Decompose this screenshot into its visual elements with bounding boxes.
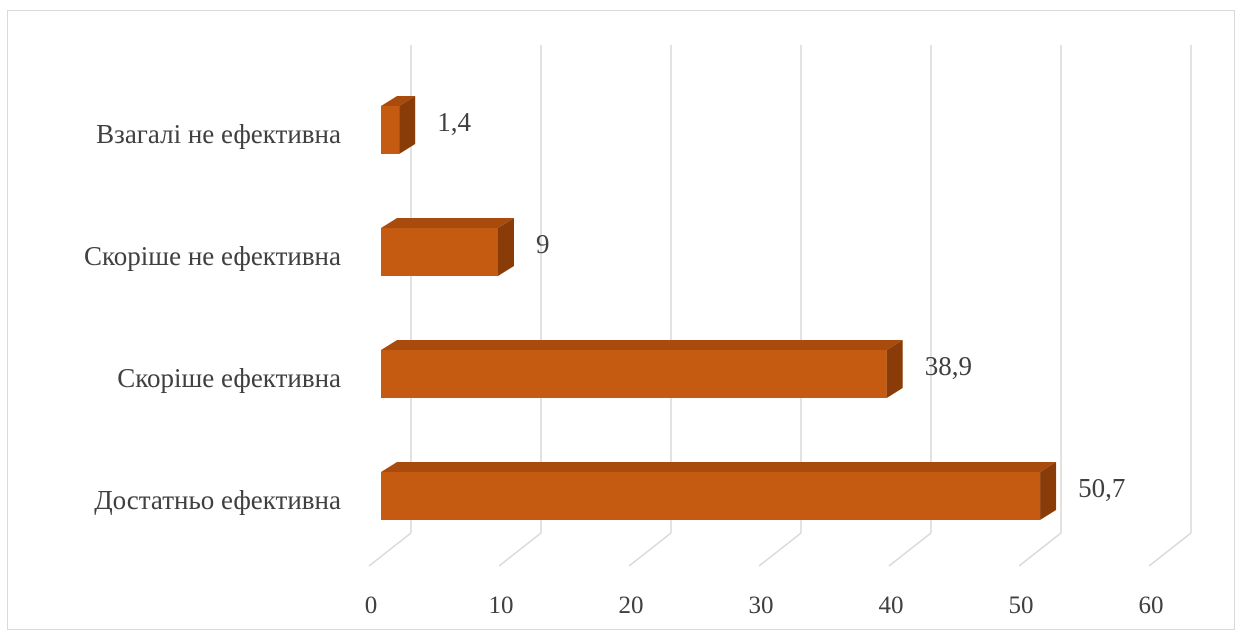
floor-gridline-30 xyxy=(758,532,802,567)
bar-top-1 xyxy=(381,218,514,228)
category-label-0: Взагалі не ефективна xyxy=(96,119,341,149)
bar-side-0 xyxy=(399,96,416,154)
x-tick-label-60: 60 xyxy=(1139,592,1164,619)
data-label-1: 9 xyxy=(536,229,550,259)
x-tick-label-40: 40 xyxy=(879,592,904,619)
x-tick-label-0: 0 xyxy=(365,592,378,619)
x-tick-label-50: 50 xyxy=(1009,592,1034,619)
data-label-3: 50,7 xyxy=(1078,473,1125,503)
bar-front-0 xyxy=(381,106,400,154)
category-label-3: Достатньо ефективна xyxy=(94,485,341,515)
bar-front-2 xyxy=(381,350,887,398)
floor-gridline-20 xyxy=(628,532,672,567)
floor-gridline-10 xyxy=(498,532,542,567)
bar-top-2 xyxy=(381,340,903,350)
x-tick-label-10: 10 xyxy=(489,592,514,619)
category-label-1: Скоріше не ефективна xyxy=(84,241,341,271)
bar-front-3 xyxy=(381,472,1041,520)
floor-gridline-40 xyxy=(888,532,932,567)
bar-side-1 xyxy=(498,218,514,276)
x-tick-label-30: 30 xyxy=(749,592,774,619)
category-label-2: Скоріше ефективна xyxy=(117,363,341,393)
chart-frame xyxy=(7,10,1235,630)
bar-top-0 xyxy=(381,96,416,106)
data-label-2: 38,9 xyxy=(925,351,972,381)
x-tick-label-20: 20 xyxy=(619,592,644,619)
data-label-0: 1,4 xyxy=(437,107,471,137)
floor-gridline-0 xyxy=(368,532,412,567)
bar-side-2 xyxy=(886,340,903,398)
bar-top-3 xyxy=(381,462,1057,472)
bar-front-1 xyxy=(381,228,498,276)
floor-gridline-50 xyxy=(1018,532,1062,567)
bar-side-3 xyxy=(1040,462,1057,520)
floor-gridline-60 xyxy=(1148,532,1192,567)
